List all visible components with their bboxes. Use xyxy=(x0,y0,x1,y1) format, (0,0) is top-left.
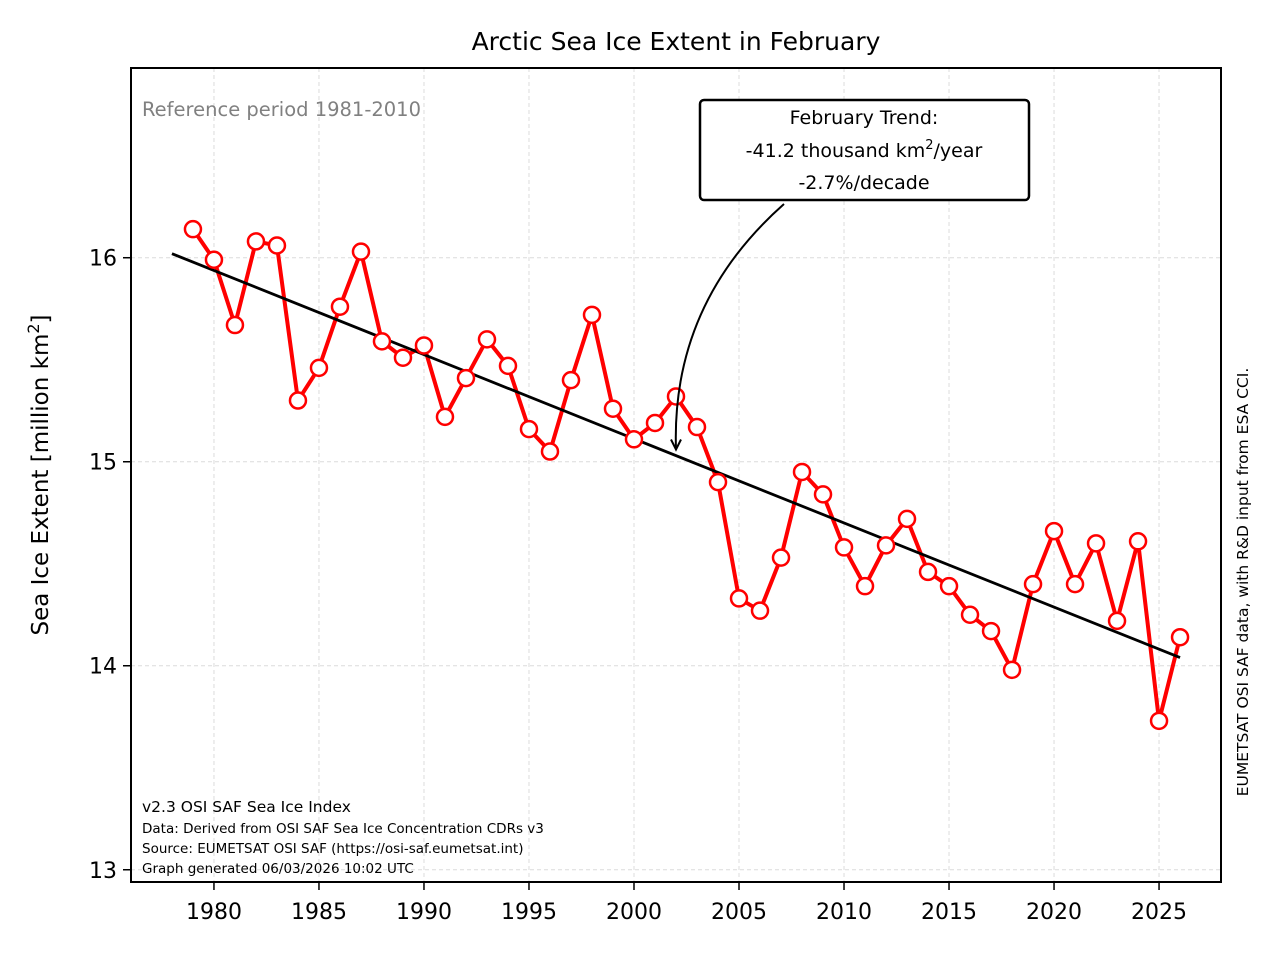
data-point-2002 xyxy=(666,387,686,406)
data-point-2013 xyxy=(897,509,917,529)
grid xyxy=(131,68,1221,882)
data-point-2016 xyxy=(960,605,980,624)
trend-box xyxy=(698,98,1031,202)
y-tick-label: 16 xyxy=(89,247,117,272)
extent-series-line xyxy=(191,228,1182,723)
data-point-1996 xyxy=(540,442,560,461)
x-axis: 1980 1985 1990 1995 2000 2005 2010 2015 2020 2025 xyxy=(186,882,1187,925)
x-tick-label: 2025 xyxy=(1131,900,1187,925)
x-tick-label: 2005 xyxy=(711,900,767,925)
data-point-2003 xyxy=(687,417,707,437)
data-point-2025 xyxy=(1149,711,1169,731)
x-tick-label: 1985 xyxy=(291,900,347,925)
data-point-1990 xyxy=(414,336,434,355)
data-point-2022 xyxy=(1086,534,1106,553)
data-point-1995 xyxy=(519,419,539,439)
data-point-2018 xyxy=(1002,660,1022,680)
data-point-2010 xyxy=(834,538,854,557)
data-point-2009 xyxy=(813,485,833,504)
trend-annotation: February Trend: -41.2 thousand km2/year … xyxy=(670,98,1031,452)
data-point-1998 xyxy=(582,305,602,325)
y-tick-label: 13 xyxy=(89,859,117,884)
y-axis-label-sup: 2 xyxy=(24,323,43,333)
plot-frame xyxy=(130,67,1222,883)
data-point-1985 xyxy=(309,358,329,378)
trend-rate-per-year: -41.2 thousand km2/year xyxy=(746,138,983,162)
data-point-1986 xyxy=(330,297,350,316)
trend-title: February Trend: xyxy=(790,107,939,129)
data-point-1999 xyxy=(603,399,623,418)
y-tick-label: 15 xyxy=(89,451,117,476)
data-point-2012 xyxy=(876,536,896,555)
data-point-2026 xyxy=(1170,627,1190,647)
data-point-1988 xyxy=(372,332,392,351)
x-tick-label: 2010 xyxy=(816,900,872,925)
data-point-1991 xyxy=(435,407,455,427)
trend-arrow xyxy=(674,203,785,450)
data-point-1993 xyxy=(477,330,497,349)
trend-rate-main: -41.2 thousand km xyxy=(746,140,926,162)
data-point-2020 xyxy=(1044,521,1064,541)
x-tick-label: 2020 xyxy=(1026,900,1082,925)
data-point-2005 xyxy=(729,589,749,608)
data-point-2024 xyxy=(1128,532,1148,551)
y-tick-label: 14 xyxy=(89,655,117,680)
footer-data-source: Data: Derived from OSI SAF Sea Ice Conce… xyxy=(142,821,544,837)
y-axis-label: Sea Ice Extent [million km2] xyxy=(24,314,54,635)
chart-title: Arctic Sea Ice Extent in February xyxy=(472,27,881,56)
data-point-1983 xyxy=(267,236,287,255)
data-point-1994 xyxy=(498,356,518,376)
x-tick-label: 1980 xyxy=(186,900,242,925)
data-point-2008 xyxy=(792,462,812,482)
series-layer xyxy=(171,219,1190,731)
y-axis: 13 14 15 16 xyxy=(89,247,131,884)
x-tick-label: 1995 xyxy=(501,900,557,925)
side-credit: EUMETSAT OSI SAF data, with R&D input fr… xyxy=(1234,368,1252,797)
data-point-2007 xyxy=(771,548,791,567)
data-point-1997 xyxy=(561,370,581,390)
y-axis-label-main: Sea Ice Extent [million km xyxy=(28,334,54,636)
data-point-2015 xyxy=(939,576,959,596)
data-point-2023 xyxy=(1107,611,1127,631)
data-point-2000 xyxy=(624,430,644,449)
trend-rate-end: /year xyxy=(934,140,983,162)
x-tick-label: 2000 xyxy=(606,900,662,925)
data-point-1980 xyxy=(204,250,224,270)
footer-source: Source: EUMETSAT OSI SAF (https://osi-sa… xyxy=(142,841,523,857)
data-point-2014 xyxy=(918,562,938,582)
footer-generated: Graph generated 06/03/2026 10:02 UTC xyxy=(142,861,414,877)
data-point-2004 xyxy=(708,472,728,492)
data-point-1989 xyxy=(393,348,413,367)
data-point-1979 xyxy=(183,219,203,239)
data-point-1982 xyxy=(246,232,266,251)
data-point-1992 xyxy=(456,368,476,388)
data-point-1981 xyxy=(225,315,245,335)
trend-arrowhead xyxy=(670,439,682,452)
trend-rate-sup: 2 xyxy=(925,138,933,153)
data-point-2001 xyxy=(645,413,665,433)
trend-rate-per-decade: -2.7%/decade xyxy=(798,172,929,194)
data-point-2021 xyxy=(1065,574,1085,594)
footer-version: v2.3 OSI SAF Sea Ice Index xyxy=(142,798,351,816)
y-axis-label-end: ] xyxy=(28,314,54,323)
data-point-1987 xyxy=(351,242,371,261)
data-point-2017 xyxy=(981,621,1001,641)
data-point-1984 xyxy=(288,391,308,410)
data-point-2006 xyxy=(750,601,770,620)
x-tick-label: 1990 xyxy=(396,900,452,925)
data-point-2019 xyxy=(1023,574,1043,594)
data-point-2011 xyxy=(855,576,875,596)
reference-period-label: Reference period 1981-2010 xyxy=(142,98,421,121)
x-tick-label: 2015 xyxy=(921,900,977,925)
trend-line xyxy=(171,252,1181,659)
